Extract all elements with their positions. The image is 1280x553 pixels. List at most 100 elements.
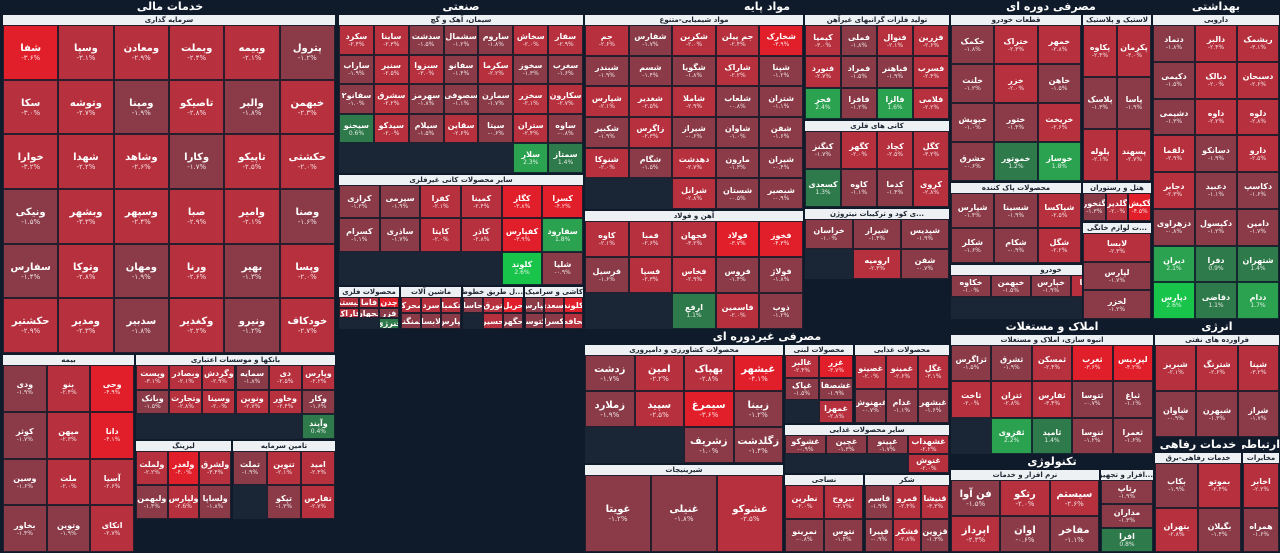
stock-tile[interactable]: ولشرق -۳.۴% xyxy=(199,451,231,485)
stock-tile[interactable]: حکشتیر -۲.۹% xyxy=(3,298,59,353)
stock-tile[interactable]: وشاهد -۲.۶% xyxy=(113,134,169,189)
stock-tile[interactable]: ارومیه -۲.۳% xyxy=(853,249,901,279)
stock-tile[interactable]: دتماد -۱.۸% xyxy=(1153,25,1195,62)
stock-tile[interactable]: سمایه -۱.۸% xyxy=(235,365,269,390)
stock-tile[interactable]: اپرداز -۲.۳% xyxy=(951,516,1001,552)
stock-tile[interactable]: دکیمی -۱.۵% xyxy=(1153,61,1195,99)
stock-tile[interactable]: شتران -۱.۱% xyxy=(759,86,803,117)
stock-tile[interactable]: سفانو -۱.۴% xyxy=(443,54,479,85)
stock-tile[interactable]: فنوال -۲.۱% xyxy=(877,25,913,57)
stock-tile[interactable]: کفرا -۲.۱% xyxy=(420,185,461,219)
stock-tile[interactable]: خبهمن -۲.۳% xyxy=(279,79,335,135)
stock-tile[interactable]: بموتو -۲.۴% xyxy=(1198,463,1241,508)
stock-tile[interactable]: تنوین -۲.۱% xyxy=(267,451,301,485)
stock-tile[interactable]: ثزاگرس -۱.۵% xyxy=(951,345,992,382)
stock-tile[interactable]: ثشرق -۱.۹% xyxy=(991,345,1032,382)
stock-tile[interactable]: وتوین -۱.۹% xyxy=(46,505,91,553)
stock-tile[interactable]: حکشتی -۲.۰% xyxy=(279,134,335,189)
stock-tile[interactable]: سخاش -۲.۰% xyxy=(513,25,549,55)
stock-tile[interactable]: تفارس -۲.۷% xyxy=(301,485,335,519)
stock-tile[interactable]: شتهران 1.4% xyxy=(1237,245,1279,283)
stock-tile[interactable]: کسرا -۴.۲% xyxy=(542,185,583,219)
stock-tile[interactable]: ریشمک -۳.۱% xyxy=(1237,25,1279,62)
stock-tile[interactable]: سفارس -۱.۴% xyxy=(3,243,59,299)
stock-tile[interactable]: کمینا -۲.۴% xyxy=(461,185,502,219)
stock-tile[interactable]: وکغدیر -۲.۲% xyxy=(169,298,225,353)
stock-tile[interactable]: ثعمرا -۱.۶% xyxy=(1112,417,1153,454)
stock-tile[interactable]: شگویا -۱.۸% xyxy=(672,55,716,87)
stock-tile[interactable]: پکاوه -۲.۴% xyxy=(1083,25,1117,77)
stock-tile[interactable]: شکبیر -۱.۹% xyxy=(585,117,629,148)
stock-tile[interactable]: وصنا -۱.۶% xyxy=(279,189,335,244)
stock-tile[interactable]: کرازی -۱.۳% xyxy=(339,185,380,219)
stock-tile[interactable]: پترول -۱.۲% xyxy=(279,25,335,80)
stock-tile[interactable]: ارفع 1.1% xyxy=(672,293,716,329)
stock-tile[interactable]: ومپنا -۱.۹% xyxy=(113,79,169,135)
stock-tile[interactable]: خکمک -۱.۸% xyxy=(951,25,995,64)
stock-tile[interactable]: خاهن -۱.۵% xyxy=(1037,64,1081,103)
stock-tile[interactable]: غپینو -۱.۷% xyxy=(867,435,908,454)
stock-tile[interactable]: غمینو -۲.۶% xyxy=(886,355,918,389)
stock-tile[interactable]: لپارس -۱.۷% xyxy=(1083,261,1151,291)
stock-tile[interactable]: سفار -۲.۹% xyxy=(548,25,583,55)
stock-tile[interactable]: شفن -۰.۷% xyxy=(901,249,949,279)
stock-tile[interactable]: ونیرو -۱.۲% xyxy=(224,298,280,353)
stock-tile[interactable]: سغرب -۱.۶% xyxy=(548,54,583,85)
stock-tile[interactable]: میهن -۲.۳% xyxy=(46,411,91,459)
stock-tile[interactable]: حاسا xyxy=(463,297,483,313)
stock-tile[interactable]: ثامید 1.4% xyxy=(1031,417,1073,454)
stock-tile[interactable]: ثفارس -۳.۴% xyxy=(1031,381,1073,418)
stock-tile[interactable]: سیلام -۱.۵% xyxy=(408,113,444,144)
stock-tile[interactable]: سلار 2.3% xyxy=(513,143,549,173)
stock-tile[interactable]: دهدشت -۲.۷% xyxy=(672,147,716,179)
stock-tile[interactable]: سکا -۳.۰% xyxy=(3,79,59,135)
stock-tile[interactable]: بکاب -۱.۹% xyxy=(1155,463,1198,508)
stock-tile[interactable]: شسینا -۱.۹% xyxy=(994,193,1038,228)
stock-tile[interactable]: شلیا -۰.۹% xyxy=(542,251,583,285)
stock-tile[interactable]: شرانل -۲.۸% xyxy=(672,178,716,209)
stock-tile[interactable]: ثباغ -۱.۱% xyxy=(1112,381,1153,418)
stock-tile[interactable]: شپارس -۱.۴% xyxy=(951,193,995,228)
stock-tile[interactable]: سفارود 1.8% xyxy=(542,218,583,252)
stock-tile[interactable]: فنرژی xyxy=(379,318,399,329)
stock-tile[interactable]: کدما -۱.۴% xyxy=(877,169,913,207)
stock-tile[interactable]: سقاین -۲.۶% xyxy=(443,113,479,144)
stock-tile[interactable]: غویتا -۱.۲% xyxy=(585,475,651,552)
stock-tile[interactable]: بگیلان -۱.۴% xyxy=(1198,507,1241,552)
stock-tile[interactable]: کاوه -۲.۱% xyxy=(585,221,629,257)
stock-tile[interactable]: فباهنر -۱.۹% xyxy=(877,56,913,88)
stock-tile[interactable]: غشصفا -۱.۹% xyxy=(819,377,853,401)
stock-tile[interactable]: غمهرا -۲.۸% xyxy=(819,400,853,423)
stock-tile[interactable]: نطرین -۲.۰% xyxy=(785,485,824,519)
stock-tile[interactable]: فلامی -۲.۲% xyxy=(913,87,949,119)
stock-tile[interactable]: شبصیر -۰.۹% xyxy=(759,178,803,209)
stock-tile[interactable]: غنوش -۲.۰% xyxy=(908,454,949,473)
stock-tile[interactable]: زگلدشت -۱.۴% xyxy=(733,427,783,463)
stock-tile[interactable]: دسبحان -۲.۶% xyxy=(1237,61,1279,99)
stock-tile[interactable]: سیمرغ -۳.۶% xyxy=(684,391,734,427)
stock-tile[interactable]: شاوان -۰.۹% xyxy=(1155,391,1197,437)
stock-tile[interactable]: شاوان -۱.۰% xyxy=(715,117,760,148)
stock-tile[interactable]: اوان -۰.۶% xyxy=(1000,516,1050,552)
stock-tile[interactable]: شپنا -۱.۲% xyxy=(759,55,803,87)
stock-tile[interactable]: بنو -۲.۴% xyxy=(46,365,91,412)
stock-tile[interactable]: دکاسپ -۱.۶% xyxy=(1237,172,1279,209)
stock-tile[interactable]: وامیر -۲.۱% xyxy=(224,189,280,244)
stock-tile[interactable]: گلدیر -۲.۰% xyxy=(1105,193,1129,221)
stock-tile[interactable]: فجهان xyxy=(359,307,379,319)
stock-tile[interactable]: شترنگ -۲.۶% xyxy=(1196,345,1238,391)
stock-tile[interactable]: سمازن -۱.۷% xyxy=(478,84,514,114)
stock-tile[interactable]: شیراز -۱.۴% xyxy=(853,219,901,249)
stock-tile[interactable]: فخاس -۲.۹% xyxy=(672,257,716,293)
stock-tile[interactable]: خوارا -۳.۲% xyxy=(3,134,59,189)
stock-tile[interactable]: نتوس -۱.۴% xyxy=(824,518,863,552)
stock-tile[interactable]: سیستم -۲.۶% xyxy=(1049,480,1099,516)
stock-tile[interactable]: تاصیکو -۲.۸% xyxy=(169,79,225,135)
stock-tile[interactable]: کنگنز -۱.۷% xyxy=(805,131,841,169)
stock-tile[interactable]: ودی -۱.۹% xyxy=(3,365,47,412)
stock-tile[interactable]: پلاسک -۱.۳% xyxy=(1083,77,1117,129)
stock-tile[interactable]: کاوه -۱.۱% xyxy=(841,169,877,207)
stock-tile[interactable]: غبشهر -۱.۶% xyxy=(917,389,949,423)
stock-tile[interactable]: غدام -۱.۱% xyxy=(886,389,918,423)
stock-tile[interactable]: چدن xyxy=(379,297,399,308)
